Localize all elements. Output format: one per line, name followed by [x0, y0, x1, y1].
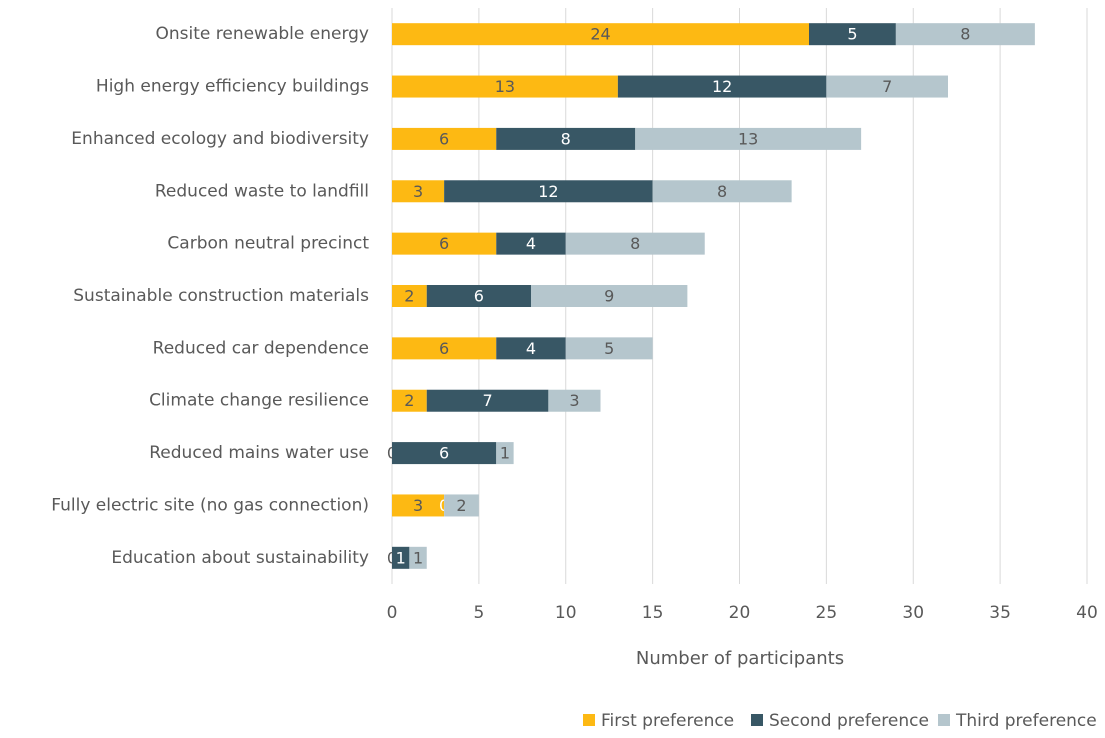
bar-segment — [392, 494, 445, 517]
x-tick-label: 20 — [729, 603, 751, 623]
x-axis-label: Number of participants — [636, 648, 844, 669]
data-label: 3 — [569, 391, 579, 410]
y-tick-label: Reduced waste to landfill — [155, 181, 369, 201]
y-tick-label: Reduced car dependence — [153, 338, 369, 358]
legend-label: Third preference — [955, 711, 1097, 731]
bar-segment — [392, 127, 497, 150]
data-label: 8 — [717, 182, 727, 201]
bar-segment — [444, 180, 653, 203]
y-tick-label: Onsite renewable energy — [155, 24, 369, 44]
data-label: 4 — [526, 339, 536, 358]
x-tick-label: 10 — [555, 603, 577, 623]
bar-segment — [617, 75, 827, 98]
data-label: 3 — [413, 182, 423, 201]
y-tick-label: Fully electric site (no gas connection) — [51, 495, 369, 515]
data-label: 1 — [500, 444, 510, 463]
bar-segment — [392, 337, 497, 360]
bar-segment — [426, 285, 531, 307]
data-label: 13 — [738, 129, 758, 148]
bar-segment — [895, 23, 1035, 46]
data-label: 9 — [604, 287, 614, 306]
bar-segment — [392, 285, 427, 307]
y-tick-label: Reduced mains water use — [149, 443, 369, 463]
data-label: 7 — [482, 391, 492, 410]
bar-segment — [565, 232, 705, 255]
data-label: 2 — [404, 287, 414, 306]
y-tick-label: Education about sustainability — [111, 548, 369, 568]
y-tick-label: High energy efficiency buildings — [96, 77, 369, 97]
bar-segment — [826, 75, 948, 98]
data-label: 4 — [526, 234, 536, 253]
bar-segment — [496, 337, 566, 360]
x-tick-label: 0 — [387, 603, 398, 623]
data-label: 24 — [590, 25, 610, 44]
data-label: 6 — [439, 444, 449, 463]
bar-segment — [531, 285, 688, 307]
bar-segment — [496, 232, 566, 255]
data-label: 6 — [474, 287, 484, 306]
y-tick-label: Climate change resilience — [149, 391, 369, 411]
bar-segment — [392, 23, 809, 46]
data-label: 6 — [439, 129, 449, 148]
data-label: 3 — [413, 496, 423, 515]
bar-segment — [426, 389, 549, 412]
bar-segment — [392, 546, 410, 569]
bar-segment — [392, 442, 497, 465]
legend-swatch — [751, 714, 763, 726]
data-label: 6 — [439, 339, 449, 358]
data-label: 13 — [495, 77, 515, 96]
bar-segment — [392, 75, 618, 98]
bar-segment — [548, 389, 601, 412]
data-label: 5 — [604, 339, 614, 358]
bar-segment — [392, 389, 427, 412]
legend-swatch — [938, 714, 950, 726]
data-label: 12 — [538, 182, 558, 201]
y-tick-label: Sustainable construction materials — [73, 286, 369, 306]
data-label: 5 — [847, 25, 857, 44]
bar-segment — [652, 180, 792, 203]
legend-swatch — [583, 714, 595, 726]
x-tick-label: 15 — [642, 603, 664, 623]
data-label: 1 — [396, 548, 406, 567]
bar-segment — [392, 232, 497, 255]
bar-segment — [635, 127, 862, 150]
x-tick-label: 30 — [902, 603, 924, 623]
bar-segment — [496, 127, 636, 150]
data-label: 6 — [439, 234, 449, 253]
data-label: 1 — [413, 548, 423, 567]
legend-label: Second preference — [769, 711, 929, 731]
data-label: 8 — [630, 234, 640, 253]
x-tick-label: 25 — [816, 603, 838, 623]
legend-label: First preference — [601, 711, 734, 731]
bar-segment — [392, 180, 445, 203]
data-label: 8 — [561, 129, 571, 148]
x-tick-label: 5 — [473, 603, 484, 623]
x-tick-label: 40 — [1076, 603, 1098, 623]
y-tick-label: Carbon neutral precinct — [167, 234, 369, 254]
data-label: 2 — [456, 496, 466, 515]
bar-segment — [565, 337, 653, 360]
y-tick-label: Enhanced ecology and biodiversity — [71, 129, 369, 149]
data-label: 12 — [712, 77, 732, 96]
bar-segment — [444, 494, 479, 517]
x-tick-label: 35 — [989, 603, 1011, 623]
data-label: 2 — [404, 391, 414, 410]
data-label: 7 — [882, 77, 892, 96]
data-label: 8 — [960, 25, 970, 44]
bar-segment — [496, 442, 514, 465]
bar-segment — [809, 23, 896, 46]
bar-segment — [409, 546, 427, 569]
